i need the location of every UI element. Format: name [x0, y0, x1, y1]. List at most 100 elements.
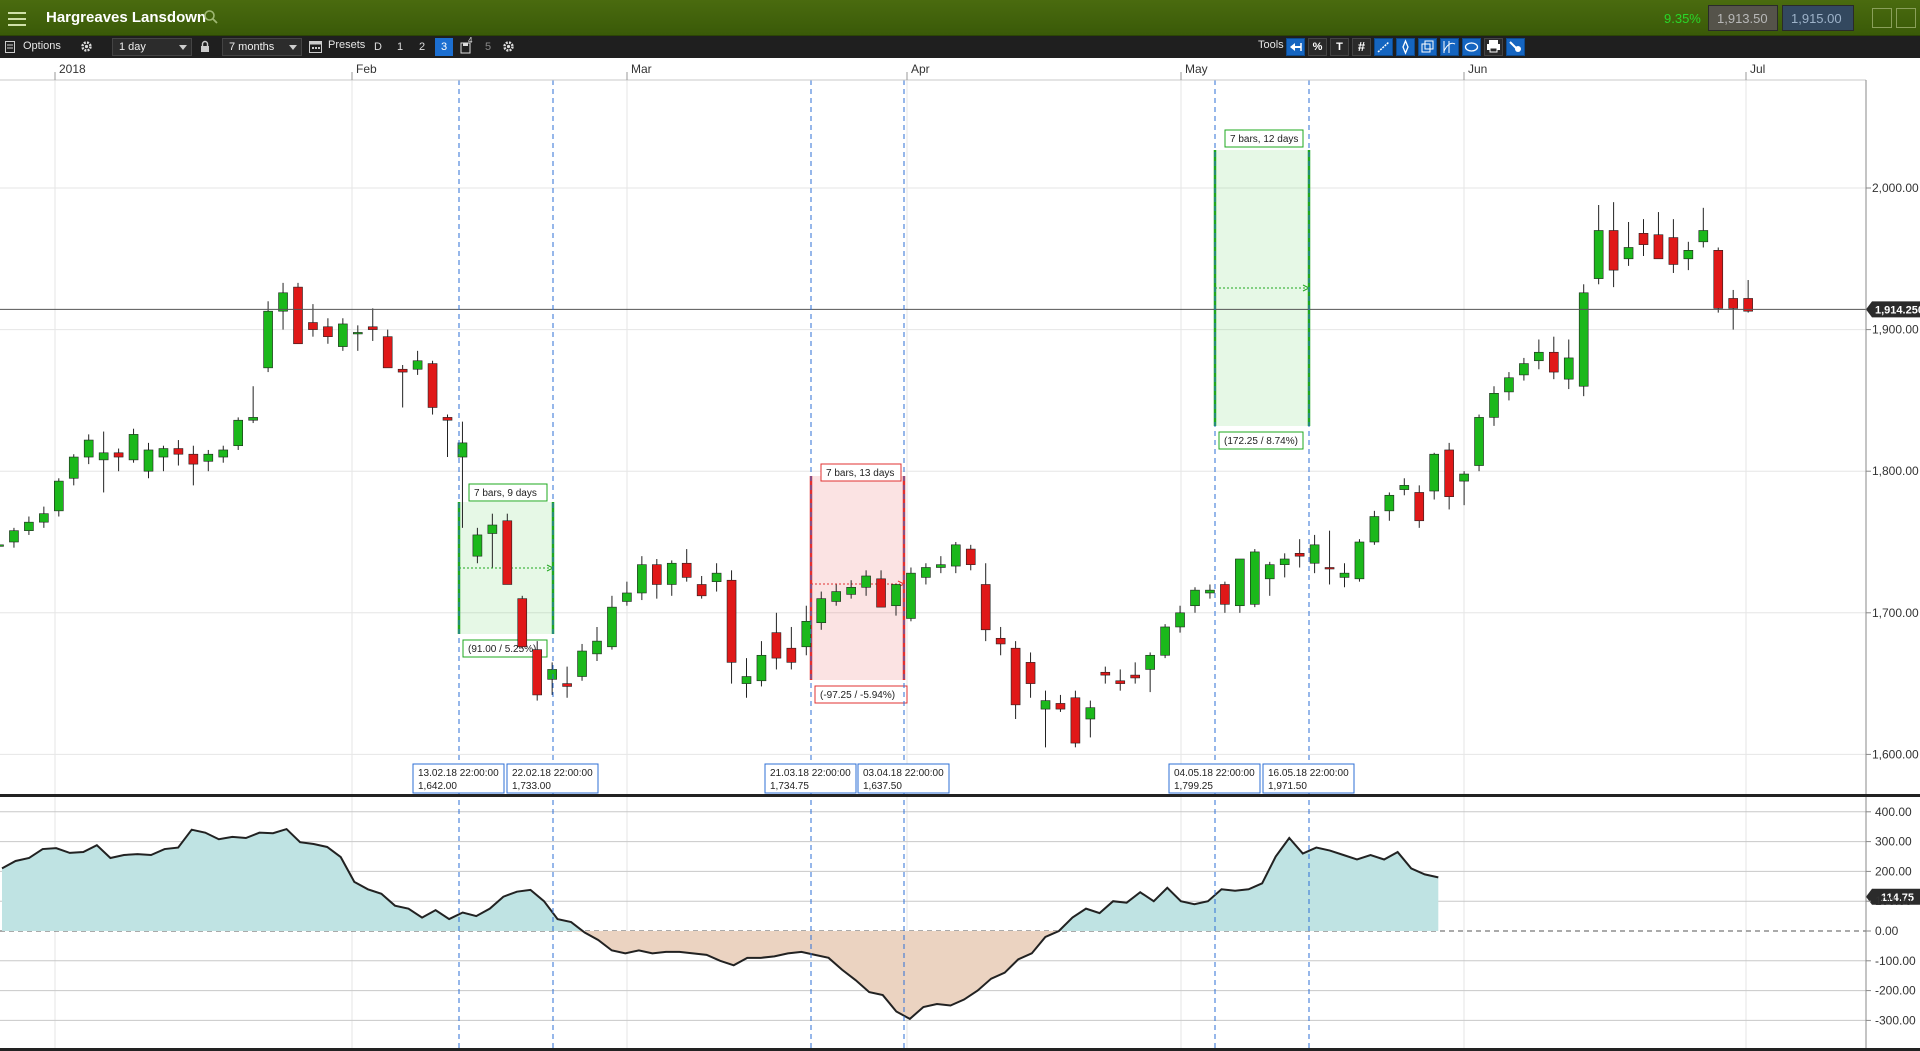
preset-5-button[interactable]: 5 — [484, 41, 492, 53]
candle-up — [1504, 377, 1514, 393]
candle — [1683, 241, 1694, 271]
candle-down — [1070, 697, 1081, 744]
candle-down — [442, 417, 453, 421]
range-date-box: 21.03.18 22:00:00 1,734.75 — [764, 763, 857, 794]
candle — [517, 595, 528, 649]
lock-icon[interactable] — [200, 40, 210, 53]
maximize-icon[interactable] — [1872, 8, 1892, 28]
candle — [965, 544, 976, 571]
preset-1-button[interactable]: 1 — [396, 41, 404, 53]
grid-tool-icon[interactable]: # — [1352, 38, 1371, 56]
candle — [1399, 478, 1410, 496]
popout-icon[interactable] — [1896, 8, 1916, 28]
preset-d-button[interactable]: D — [374, 41, 382, 53]
candle — [323, 318, 333, 344]
candle-up — [1578, 292, 1589, 387]
range-select[interactable]: 7 months — [222, 38, 302, 56]
rectangle-tool-icon[interactable] — [1418, 38, 1437, 56]
candle-down — [1668, 237, 1679, 265]
candle-up — [741, 676, 752, 684]
price-axis-label: 2,000.00 — [1872, 181, 1919, 195]
candle-up — [53, 480, 64, 512]
candle — [39, 506, 49, 528]
bottom-border — [0, 1048, 1920, 1051]
candle — [1085, 700, 1096, 738]
calendar-icon[interactable] — [309, 40, 322, 53]
options-panel-icon[interactable] — [5, 41, 15, 53]
candle-up — [1459, 473, 1469, 482]
trendline-tool-icon[interactable] — [1374, 38, 1393, 56]
range-label: 7 bars, 9 days — [474, 488, 537, 499]
candle — [592, 626, 602, 661]
text-tool-icon[interactable]: T — [1330, 38, 1349, 56]
candle — [1040, 690, 1051, 748]
candle-up — [233, 419, 243, 447]
back-arrow-tool-icon[interactable] — [1286, 38, 1305, 56]
settings-gear-icon[interactable] — [502, 40, 515, 53]
price-chart[interactable]: 7 bars, 9 days (91.00 / 5.25%) 7 bars, 13 … — [0, 58, 1920, 1051]
candle-up — [1205, 589, 1215, 594]
candle-up — [352, 332, 363, 335]
time-axis-label: Jul — [1750, 62, 1765, 76]
search-icon[interactable] — [203, 9, 219, 25]
indicator-axis-label: 400.00 — [1875, 805, 1912, 819]
ellipse-tool-icon[interactable] — [1462, 38, 1481, 56]
candle-up — [950, 544, 961, 567]
hamburger-menu-icon[interactable] — [6, 8, 28, 28]
candle-up — [248, 417, 258, 421]
range-result-box — [814, 685, 908, 704]
gear-icon[interactable] — [80, 40, 93, 53]
range-result: (-97.25 / -5.94%) — [820, 690, 895, 701]
current-price-label: 1,914.250 — [1875, 304, 1920, 316]
candle-up — [1339, 572, 1350, 578]
candle — [9, 527, 19, 548]
candle-down — [562, 683, 572, 687]
candle-down — [726, 579, 737, 663]
percent-tool-icon[interactable]: % — [1308, 38, 1327, 56]
candle — [861, 570, 871, 596]
preset-3-button[interactable]: 3 — [435, 38, 453, 56]
candle-down — [1324, 567, 1335, 570]
candle-down — [427, 363, 438, 408]
candle — [607, 595, 617, 650]
candle-up — [128, 434, 139, 461]
preset-2-button[interactable]: 2 — [418, 41, 426, 53]
range-box — [811, 476, 904, 680]
range-date: 04.05.18 22:00:00 — [1174, 768, 1255, 779]
candle — [1578, 284, 1589, 397]
candle — [1250, 549, 1260, 608]
options-button[interactable]: Options — [23, 40, 61, 52]
candle — [1160, 624, 1170, 659]
candle-down — [1100, 671, 1111, 676]
draw-settings-icon[interactable] — [1506, 38, 1525, 56]
candle — [995, 626, 1006, 656]
candle — [502, 513, 513, 585]
candle-down — [1115, 680, 1126, 684]
candle-down — [517, 598, 528, 648]
marker-tool-icon[interactable] — [1396, 38, 1415, 56]
candle — [1608, 202, 1619, 288]
print-icon[interactable] — [1484, 38, 1503, 56]
candle — [562, 666, 572, 698]
range-date-box: 04.05.18 22:00:00 1,799.25 — [1168, 763, 1261, 794]
ask-price-button[interactable]: 1,915.00 ↯ — [1782, 5, 1854, 52]
candle-up — [263, 310, 273, 369]
bid-price-button[interactable]: 1,913.50 ↯ — [1708, 5, 1778, 52]
indicator-axis-label: 200.00 — [1875, 864, 1912, 878]
candle — [1459, 471, 1469, 506]
candle — [906, 567, 916, 622]
candle-up — [338, 323, 348, 347]
candle — [412, 350, 423, 375]
candle — [1339, 563, 1350, 588]
candle-up — [1474, 417, 1484, 466]
candle — [681, 549, 692, 582]
interval-select[interactable]: 1 day — [112, 38, 192, 56]
candle — [846, 580, 856, 599]
candle-up — [1250, 551, 1260, 605]
preset-4-button[interactable]: 4 — [457, 36, 475, 56]
chart-area[interactable]: 7 bars, 9 days (91.00 / 5.25%) 7 bars, 13 … — [0, 58, 1920, 1051]
fibonacci-tool-icon[interactable] — [1440, 38, 1459, 56]
indicator-positive-area — [2, 829, 1439, 931]
candle-up — [637, 564, 647, 594]
candle — [338, 318, 348, 351]
